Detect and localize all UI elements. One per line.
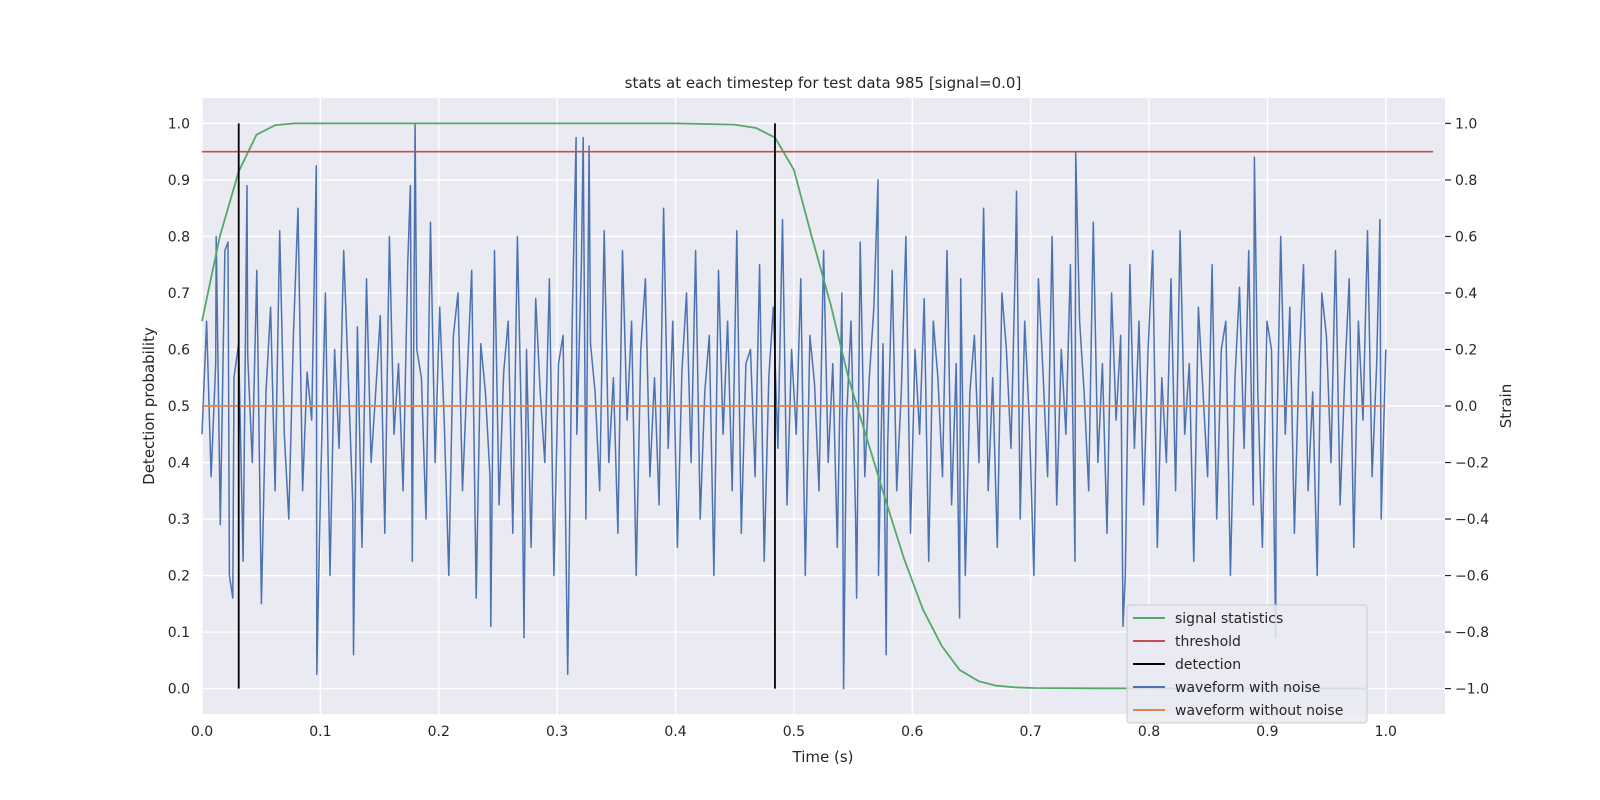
legend-label: detection [1175,657,1241,673]
legend-label: waveform with noise [1175,680,1320,696]
y-tick-label: 0.6 [168,342,190,358]
y-tick-label: 0.9 [168,173,190,189]
legend-label: waveform without noise [1175,703,1343,719]
y-tick-label: 0.4 [168,456,190,472]
y-tick-label: 0.5 [168,399,190,415]
y-tick-label: 0.0 [168,682,190,698]
y2-tick-label: 0.0 [1455,399,1477,415]
waveform-with-noise-series [201,122,1387,690]
y2-tick-label: −1.0 [1455,682,1489,698]
signal-statistics-series [201,122,1367,690]
y-tick-label: 0.3 [168,512,190,528]
x-tick-label: 0.9 [1256,724,1278,740]
y2-tick-label: 0.4 [1455,286,1477,302]
x-axis-title: Time (s) [792,748,854,766]
y2-tick-label: −0.4 [1455,512,1489,528]
x-axis-ticks: 0.0 0.1 0.2 0.3 0.4 0.5 0.6 0.7 0.8 0.9 1.0 [191,724,1397,740]
x-tick-label: 0.3 [546,724,568,740]
y-axis-title: Detection probability [140,327,158,485]
y-tick-label: 1.0 [168,116,190,132]
y-tick-label: 0.1 [168,625,190,641]
y2-tick-label: −0.2 [1455,456,1489,472]
x-tick-label: 0.5 [783,724,805,740]
x-tick-label: 1.0 [1375,724,1397,740]
signal-statistics-line [201,122,1367,690]
chart-title: stats at each timestep for test data 985… [625,74,1022,92]
y2-axis-ticks: −1.0 −0.8 −0.6 −0.4 −0.2 0.0 0.2 0.4 0.6 0.8 1.0 [1445,116,1489,698]
y-tick-label: 0.7 [168,286,190,302]
y-axis-ticks: 0.0 0.1 0.2 0.3 0.4 0.5 0.6 0.7 0.8 0.9 1.0 [168,116,190,697]
detection-series [237,123,776,689]
x-tick-label: 0.7 [1020,724,1042,740]
legend-label: threshold [1175,634,1241,650]
y-tick-label: 0.2 [168,569,190,585]
waveform-with-noise-line [201,122,1387,690]
x-tick-label: 0.8 [1138,724,1160,740]
x-tick-label: 0.4 [664,724,686,740]
y2-tick-label: 1.0 [1455,116,1477,132]
y2-tick-label: −0.8 [1455,625,1489,641]
y2-tick-label: −0.6 [1455,569,1489,585]
y-tick-label: 0.8 [168,229,190,245]
x-tick-label: 0.2 [428,724,450,740]
y2-axis-title: Strain [1497,384,1515,428]
x-tick-label: 0.0 [191,724,213,740]
x-tick-label: 0.6 [901,724,923,740]
x-tick-label: 0.1 [309,724,331,740]
legend: signal statistics threshold detection wavef… [1126,604,1368,724]
legend-box [1126,604,1368,724]
y2-tick-label: 0.8 [1455,173,1477,189]
y2-tick-label: 0.2 [1455,342,1477,358]
legend-label: signal statistics [1175,611,1283,627]
y2-tick-label: 0.6 [1455,229,1477,245]
